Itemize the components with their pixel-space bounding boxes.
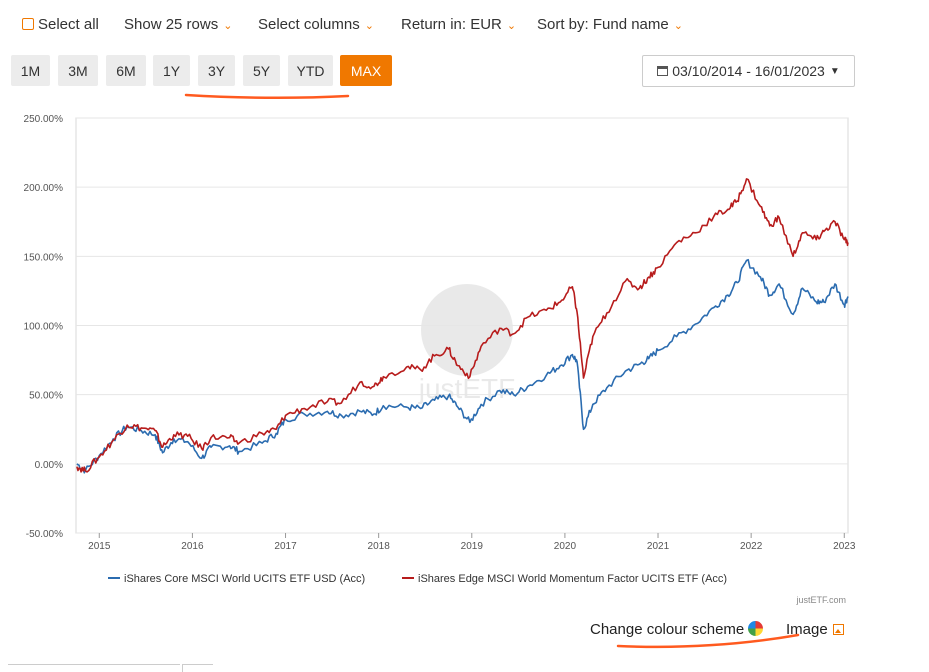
period-1y-button[interactable]: 1Y xyxy=(153,55,190,86)
series-line xyxy=(76,258,849,474)
y-tick-label: 100.00% xyxy=(24,322,64,333)
x-tick-label: 2020 xyxy=(554,541,577,552)
image-export-link[interactable]: Image xyxy=(786,621,844,638)
y-tick-label: 0.00% xyxy=(35,460,63,471)
series-line xyxy=(76,178,849,473)
y-tick-label: 250.00% xyxy=(24,114,64,125)
image-label: Image xyxy=(786,621,828,638)
select-all-checkbox[interactable]: Select all xyxy=(22,16,99,33)
x-tick-label: 2018 xyxy=(368,541,391,552)
x-tick-label: 2019 xyxy=(461,541,484,552)
series-lines xyxy=(76,178,849,474)
chevron-down-icon: ⌄ xyxy=(364,20,374,32)
y-tick-label: -50.00% xyxy=(26,529,63,540)
performance-chart: justETF 250.00% 200.00% 150.00% 100.00% 50.0… xyxy=(24,114,856,605)
footer-tab xyxy=(8,664,180,672)
checkbox-icon[interactable] xyxy=(22,18,34,30)
chevron-down-icon: ⌄ xyxy=(673,20,683,32)
toolbar: Select all Show 25 rows ⌄ Select columns ⌄… xyxy=(0,0,929,48)
annotation-underline-bottom xyxy=(616,633,800,649)
x-tick-label: 2017 xyxy=(274,541,297,552)
period-max-button[interactable]: MAX xyxy=(340,55,392,86)
select-columns-dropdown[interactable]: Select columns ⌄ xyxy=(258,16,374,33)
x-tick-label: 2022 xyxy=(740,541,763,552)
footer-tab xyxy=(182,664,213,672)
x-tick-label: 2023 xyxy=(833,541,856,552)
select-columns-label: Select columns xyxy=(258,16,360,33)
period-ytd-button[interactable]: YTD xyxy=(288,55,333,86)
period-1m-button[interactable]: 1M xyxy=(11,55,50,86)
x-tick-label: 2021 xyxy=(647,541,670,552)
change-colour-scheme-link[interactable]: Change colour scheme xyxy=(590,621,764,638)
grid-lines xyxy=(76,117,848,534)
y-axis: 250.00% 200.00% 150.00% 100.00% 50.00% 0.00% -… xyxy=(24,114,64,540)
calendar-icon xyxy=(657,66,669,76)
show-rows-label: Show 25 rows xyxy=(124,16,219,33)
select-all-label: Select all xyxy=(38,16,99,33)
watermark-logo: justETF xyxy=(418,284,515,404)
watermark-text: justETF xyxy=(418,373,515,404)
colour-wheel-icon xyxy=(748,621,764,636)
period-3m-button[interactable]: 3M xyxy=(58,55,98,86)
change-colour-label: Change colour scheme xyxy=(590,621,745,638)
annotation-underline xyxy=(184,93,350,100)
sort-by-label: Sort by: Fund name xyxy=(537,16,669,33)
chevron-down-icon: ⌄ xyxy=(223,20,233,32)
x-tick-label: 2015 xyxy=(88,541,111,552)
y-tick-label: 150.00% xyxy=(24,252,64,263)
caret-down-icon: ▼ xyxy=(829,65,840,77)
date-range-picker[interactable]: 03/10/2014 - 16/01/2023 ▼ xyxy=(642,55,855,87)
period-5y-button[interactable]: 5Y xyxy=(243,55,280,86)
chart-credit: justETF.com xyxy=(795,595,846,605)
period-6m-button[interactable]: 6M xyxy=(106,55,146,86)
period-3y-button[interactable]: 3Y xyxy=(198,55,235,86)
y-tick-label: 50.00% xyxy=(29,391,63,402)
legend-label[interactable]: iShares Core MSCI World UCITS ETF USD (A… xyxy=(124,573,365,585)
show-rows-dropdown[interactable]: Show 25 rows ⌄ xyxy=(124,16,232,33)
sort-by-dropdown[interactable]: Sort by: Fund name ⌄ xyxy=(537,16,683,33)
legend: iShares Core MSCI World UCITS ETF USD (A… xyxy=(108,573,727,585)
image-icon xyxy=(832,624,844,635)
return-currency-label: Return in: EUR xyxy=(401,16,502,33)
y-tick-label: 200.00% xyxy=(24,183,64,194)
x-tick-label: 2016 xyxy=(181,541,204,552)
legend-label[interactable]: iShares Edge MSCI World Momentum Factor … xyxy=(418,573,727,585)
x-axis: 2015 2016 2017 2018 2019 2020 2021 2022 2023 xyxy=(88,533,856,552)
chevron-down-icon: ⌄ xyxy=(506,20,517,32)
return-currency-dropdown[interactable]: Return in: EUR ⌄ xyxy=(401,16,516,33)
date-range-label: 03/10/2014 - 16/01/2023 xyxy=(672,63,825,79)
